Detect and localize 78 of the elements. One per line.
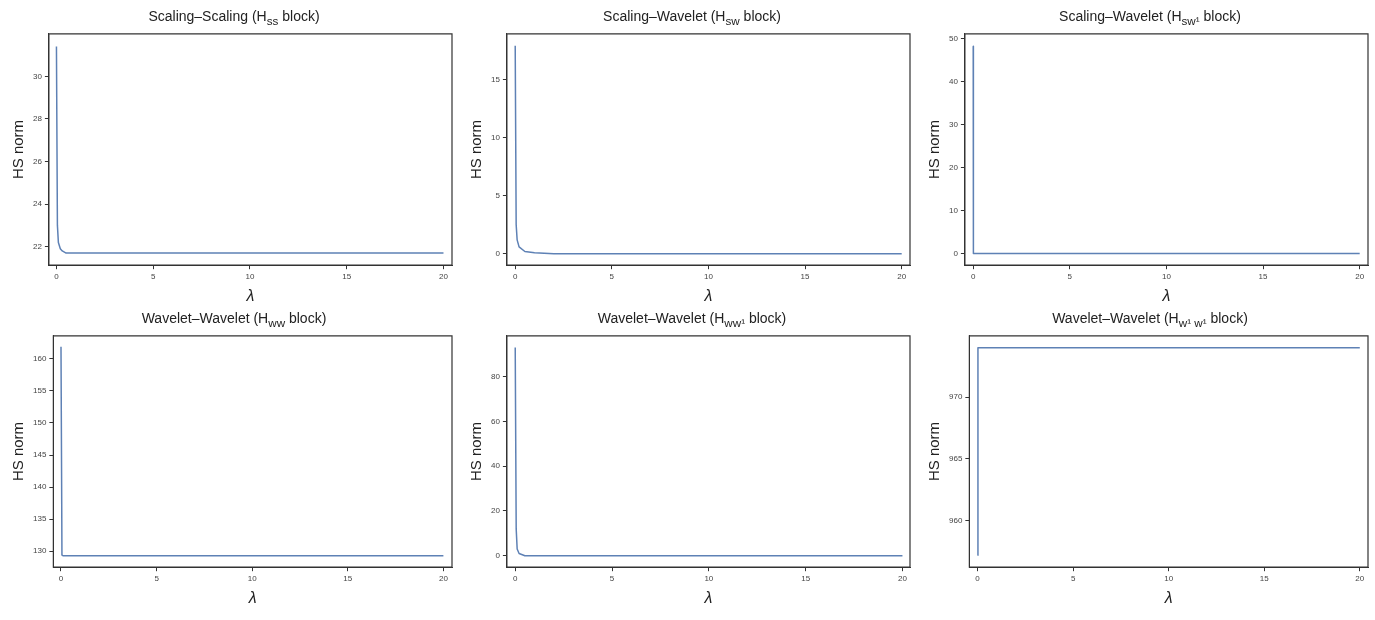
chart-title: Scaling–Wavelet (H$_{sw}$ block) bbox=[603, 8, 781, 27]
y-tick-label: 26 bbox=[32, 156, 43, 166]
x-tick-label: 0 bbox=[54, 272, 60, 282]
x-tick-label: 10 bbox=[1164, 574, 1174, 584]
x-tick-label: 20 bbox=[897, 272, 907, 282]
x-axis-title: λ bbox=[1163, 588, 1173, 606]
x-tick-label: 10 bbox=[245, 272, 255, 282]
y-tick-label: 10 bbox=[948, 205, 959, 215]
y-tick-label: 130 bbox=[32, 546, 47, 556]
y-tick-label: 30 bbox=[32, 71, 43, 81]
y-axis-title: HS norm bbox=[9, 421, 27, 482]
x-axis-title: λ bbox=[1161, 286, 1171, 304]
y-tick-label: 0 bbox=[953, 248, 959, 258]
y-tick-label: 22 bbox=[32, 241, 43, 251]
x-axis-title: λ bbox=[247, 588, 257, 606]
y-axis-title: HS norm bbox=[467, 421, 485, 482]
y-tick-label: 24 bbox=[32, 199, 43, 209]
y-tick-label: 970 bbox=[948, 392, 963, 402]
x-tick-label: 0 bbox=[512, 272, 518, 282]
x-tick-label: 20 bbox=[1355, 272, 1365, 282]
y-axis-title: HS norm bbox=[925, 421, 943, 482]
y-tick-label: 0 bbox=[495, 249, 501, 259]
y-tick-label: 20 bbox=[948, 162, 959, 172]
x-tick-label: 5 bbox=[1067, 272, 1073, 282]
y-tick-label: 155 bbox=[32, 386, 47, 396]
x-tick-label: 0 bbox=[58, 574, 64, 584]
chart-title: Wavelet–Wavelet (H$_{ww¹}$ block) bbox=[597, 310, 787, 329]
x-tick-label: 5 bbox=[609, 574, 615, 584]
chart-title: Wavelet–Wavelet (H$_{w¹ w¹}$ block) bbox=[1052, 310, 1248, 329]
y-axis-title: HS norm bbox=[467, 119, 485, 180]
x-tick-label: 20 bbox=[898, 574, 908, 584]
x-axis-title: λ bbox=[703, 286, 713, 304]
y-tick-label: 10 bbox=[490, 132, 501, 142]
y-tick-label: 80 bbox=[490, 371, 501, 381]
chart-title: Wavelet–Wavelet (H$_{ww}$ block) bbox=[141, 310, 327, 329]
y-tick-label: 135 bbox=[32, 514, 47, 524]
y-tick-label: 160 bbox=[32, 354, 47, 364]
y-tick-label: 30 bbox=[948, 120, 959, 130]
x-tick-label: 15 bbox=[1258, 272, 1269, 282]
y-tick-label: 50 bbox=[948, 34, 959, 44]
x-tick-label: 5 bbox=[1070, 574, 1076, 584]
x-tick-label: 0 bbox=[970, 272, 976, 282]
y-tick-label: 40 bbox=[490, 461, 501, 471]
x-tick-label: 5 bbox=[609, 272, 615, 282]
chart-title: Scaling–Wavelet (H$_{sw¹}$ block) bbox=[1059, 8, 1241, 27]
x-tick-label: 5 bbox=[150, 272, 156, 282]
y-tick-label: 5 bbox=[495, 190, 501, 200]
y-axis-title: HS norm bbox=[925, 119, 943, 180]
x-tick-label: 0 bbox=[975, 574, 981, 584]
x-tick-label: 10 bbox=[704, 272, 714, 282]
y-tick-label: 140 bbox=[32, 482, 47, 492]
y-tick-label: 15 bbox=[490, 74, 501, 84]
x-tick-label: 10 bbox=[704, 574, 714, 584]
x-tick-label: 5 bbox=[154, 574, 160, 584]
x-tick-label: 20 bbox=[439, 272, 449, 282]
y-axis-title: HS norm bbox=[9, 119, 27, 180]
y-tick-label: 40 bbox=[948, 77, 959, 87]
x-tick-label: 15 bbox=[801, 574, 811, 584]
x-tick-label: 20 bbox=[438, 574, 449, 584]
x-tick-label: 15 bbox=[1259, 574, 1270, 584]
x-tick-label: 10 bbox=[1162, 272, 1172, 282]
x-axis-title: λ bbox=[703, 588, 713, 606]
chart-title: Scaling–Scaling (H$_{ss}$ block) bbox=[148, 8, 320, 27]
y-tick-label: 20 bbox=[490, 506, 501, 516]
x-tick-label: 15 bbox=[342, 272, 352, 282]
y-tick-label: 965 bbox=[948, 454, 963, 464]
y-tick-label: 28 bbox=[32, 114, 43, 124]
y-tick-label: 60 bbox=[490, 416, 501, 426]
x-tick-label: 10 bbox=[247, 574, 258, 584]
y-tick-label: 145 bbox=[32, 450, 47, 460]
x-tick-label: 0 bbox=[513, 574, 518, 584]
x-axis-title: λ bbox=[245, 286, 255, 304]
x-tick-label: 15 bbox=[800, 272, 811, 282]
y-tick-label: 960 bbox=[948, 515, 963, 525]
y-tick-label: 0 bbox=[495, 550, 501, 560]
x-tick-label: 15 bbox=[343, 574, 353, 584]
y-tick-label: 150 bbox=[32, 418, 47, 428]
x-tick-label: 20 bbox=[1355, 574, 1365, 584]
